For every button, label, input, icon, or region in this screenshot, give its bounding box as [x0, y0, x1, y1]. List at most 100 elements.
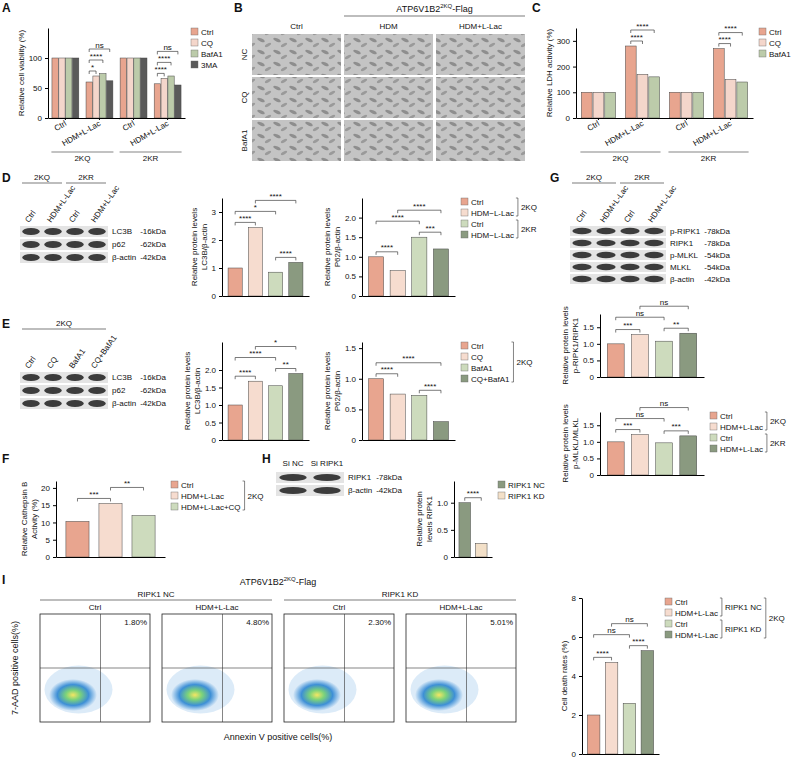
- legend: CtrlHDM+L-LacHDM+L-Lac+CQ2KQ: [171, 481, 264, 512]
- y-tick-mark: [219, 296, 222, 297]
- quadrant-line: [40, 668, 150, 669]
- bar: [680, 436, 697, 475]
- micrograph-cells: [436, 120, 525, 161]
- legend-label: HDM+L-Lac: [720, 445, 763, 454]
- y-tick: 0.5: [205, 419, 222, 428]
- y-tick-label: 0: [46, 553, 51, 562]
- blot-band: [313, 474, 340, 481]
- y-axis-line: [56, 482, 57, 558]
- x-axis-line: [601, 377, 705, 378]
- y-tick-mark: [451, 530, 454, 531]
- molecular-weight: -62kDa: [140, 240, 166, 249]
- y-tick: 0: [444, 553, 454, 562]
- y-tick-label: 20: [41, 484, 50, 493]
- y-axis: 00.51.01.5: [345, 343, 363, 446]
- x-tick-mark: [598, 118, 599, 120]
- legend-group: 2KR: [770, 439, 786, 448]
- y-tick: 5: [46, 536, 56, 545]
- blot-band: [66, 387, 84, 394]
- micrograph-cells: [436, 34, 525, 75]
- sig-label: ns: [636, 309, 644, 318]
- sig-label: ****: [381, 243, 393, 252]
- bar: [93, 76, 99, 118]
- y-axis-title: Relative protein levels: [323, 208, 332, 286]
- bar: [433, 422, 448, 440]
- legend-label: CQ: [471, 353, 483, 362]
- bar: [154, 84, 160, 118]
- header-sup: 2KQ: [440, 3, 452, 9]
- quadrant-line: [162, 668, 272, 669]
- y-tick-label: 0.5: [583, 454, 595, 463]
- micrograph: [436, 120, 525, 161]
- header-rule: [22, 329, 106, 330]
- legend-swatch: [759, 39, 766, 46]
- y-tick: 2.0: [205, 366, 222, 375]
- blot-band: [44, 374, 62, 381]
- legend-label: BafA1: [769, 50, 791, 59]
- y-tick-label: 1.0: [205, 401, 217, 410]
- legend-swatch: [191, 28, 198, 35]
- y-axis: 0100200300: [557, 29, 577, 124]
- sig-label: ****: [630, 33, 642, 42]
- blot-band: [279, 487, 306, 494]
- y-tick-mark: [579, 754, 582, 755]
- group-rule: [40, 600, 272, 601]
- plot: 0123Relative protein levelsLC3B/β-actin*…: [190, 192, 309, 301]
- y-axis: 00.51.01.52.0: [345, 199, 363, 302]
- bar: [248, 381, 262, 440]
- blot-strip: [20, 372, 108, 383]
- y-tick-label: 300: [557, 37, 571, 46]
- y-tick-label: 1: [212, 264, 217, 273]
- flow-population: [415, 679, 463, 711]
- blot-band: [620, 252, 639, 258]
- legend-swatch: [498, 492, 505, 499]
- blot-band: [44, 241, 62, 248]
- blot-band: [66, 228, 84, 235]
- legend-group: 2KR: [521, 225, 537, 234]
- y-tick-mark: [359, 440, 362, 441]
- x-tick-mark: [65, 118, 66, 120]
- sig-label: ****: [239, 214, 251, 223]
- micrograph-cells: [344, 77, 433, 118]
- blot-band: [88, 387, 106, 394]
- sig-label: *: [91, 63, 94, 72]
- x-tick-label: Ctrl: [674, 119, 689, 133]
- y-tick-label: 2: [572, 711, 577, 720]
- blot-band: [66, 374, 84, 381]
- blot-row-label: RIPK1: [670, 239, 694, 248]
- y-tick-mark: [45, 58, 48, 59]
- x-axis: [601, 377, 705, 378]
- y-tick-mark: [53, 540, 56, 541]
- molecular-weight: -54kDa: [704, 251, 730, 260]
- y-tick-mark: [359, 257, 362, 258]
- flow-spread: [411, 666, 479, 714]
- y-tick-label: 0: [352, 436, 357, 445]
- bar-chart: 00.51.01.5Relative protein levelsp-RIPK1…: [561, 298, 704, 385]
- blot-band: [66, 254, 84, 261]
- group-rule: [51, 152, 113, 153]
- y-tick-label: 0: [572, 750, 577, 759]
- molecular-weight: -78kDa: [376, 473, 402, 482]
- y-axis-title: Relative Cathepsin B: [20, 482, 29, 557]
- bar: [669, 92, 680, 118]
- y-axis-line: [600, 315, 601, 378]
- bar: [737, 82, 748, 118]
- quadrant-line: [406, 668, 516, 669]
- y-axis-title: Relative cell viability (%): [17, 30, 26, 117]
- legend-swatch: [171, 492, 178, 499]
- y-tick: 0.5: [583, 454, 600, 463]
- y-axis-title: LC3B/β-actin: [200, 224, 209, 270]
- bars: [368, 379, 448, 440]
- x-tick: HDM+L-Lac: [129, 118, 171, 148]
- micrograph-cells: [252, 120, 341, 161]
- legend-bracket: [720, 620, 722, 638]
- bar: [86, 82, 92, 118]
- legend-swatch: [710, 445, 717, 452]
- header-rule: [572, 183, 616, 184]
- bar: [66, 58, 72, 118]
- bar: [623, 703, 636, 754]
- y-axis-line: [362, 199, 363, 297]
- column-label: HDM: [379, 22, 398, 31]
- blot-band: [620, 264, 639, 270]
- blot-band: [22, 241, 40, 248]
